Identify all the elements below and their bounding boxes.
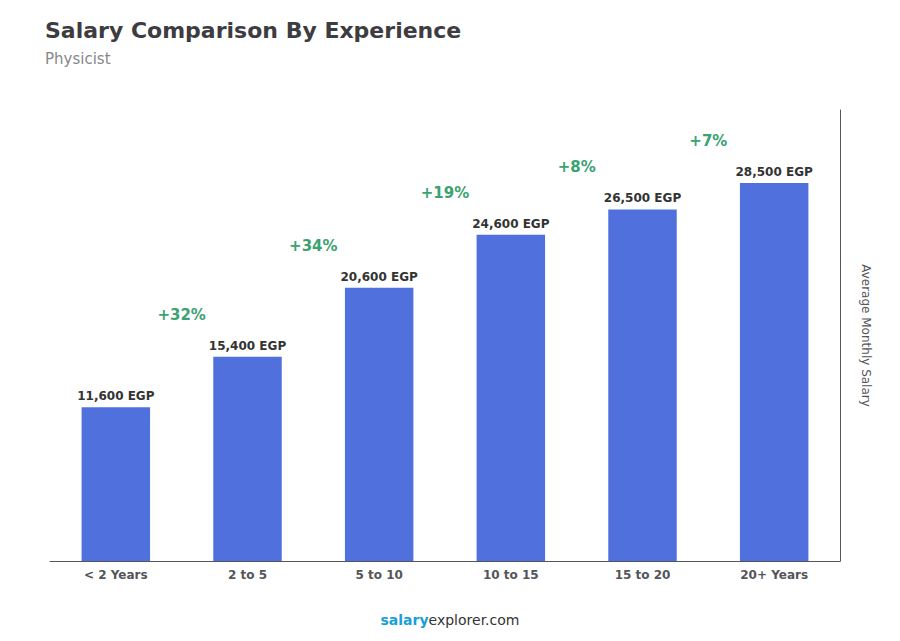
svg-text:26,500 EGP: 26,500 EGP (604, 191, 682, 205)
svg-text:+34%: +34% (289, 237, 337, 255)
svg-text:24,600 EGP: 24,600 EGP (472, 217, 550, 231)
svg-text:20,600 EGP: 20,600 EGP (341, 270, 419, 284)
svg-text:Average Monthly Salary: Average Monthly Salary (859, 264, 873, 407)
svg-text:15 to 20: 15 to 20 (615, 568, 671, 582)
svg-text:Salary Comparison By Experienc: Salary Comparison By Experience (45, 18, 461, 43)
svg-text:Physicist: Physicist (45, 50, 111, 68)
svg-text:+7%: +7% (689, 132, 727, 150)
svg-text:10 to 15: 10 to 15 (483, 568, 539, 582)
svg-text:explorer.com: explorer.com (429, 612, 520, 628)
svg-text:28,500 EGP: 28,500 EGP (736, 165, 814, 179)
svg-text:11,600 EGP: 11,600 EGP (77, 389, 155, 403)
svg-text:+19%: +19% (421, 184, 469, 202)
svg-text:salary: salary (381, 612, 429, 628)
svg-text:20+ Years: 20+ Years (740, 568, 808, 582)
svg-text:2 to 5: 2 to 5 (228, 568, 267, 582)
svg-text:+32%: +32% (157, 306, 205, 324)
svg-text:< 2 Years: < 2 Years (84, 568, 148, 582)
svg-text:5 to 10: 5 to 10 (355, 568, 402, 582)
svg-text:+8%: +8% (558, 158, 596, 176)
svg-text:15,400 EGP: 15,400 EGP (209, 339, 287, 353)
